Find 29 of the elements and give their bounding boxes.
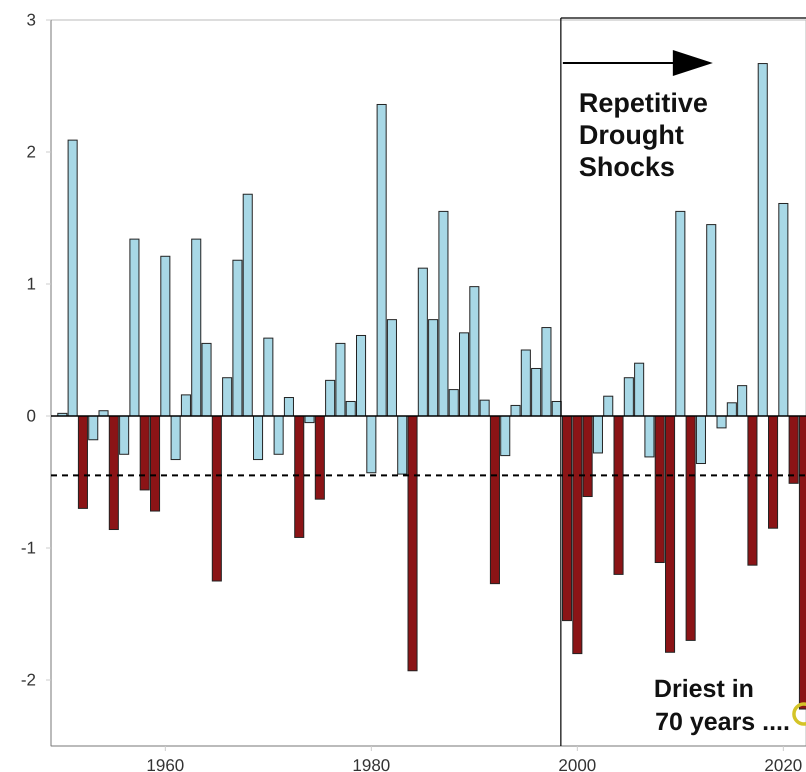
bar	[129, 238, 140, 416]
annotation: Driest in 70 years ....	[654, 675, 790, 736]
y-tick-label: 0	[26, 406, 36, 426]
x-tick-label: 1980	[352, 756, 390, 772]
x-tick-label: 2020	[764, 756, 802, 772]
bar	[274, 416, 284, 455]
bar	[160, 256, 170, 416]
bar	[170, 416, 181, 460]
bar	[706, 224, 716, 416]
bar	[614, 416, 624, 575]
x-tick-label: 2000	[558, 756, 596, 772]
x-tick-label: 1960	[146, 756, 184, 772]
y-tick-label: 3	[26, 10, 36, 30]
ref-line-label: Repetitive Drought Shocks	[578, 88, 708, 182]
y-tick-label: -1	[20, 538, 36, 558]
y-tick-label: 2	[26, 142, 36, 162]
bar	[263, 338, 274, 416]
bar	[758, 63, 768, 416]
bar	[675, 210, 686, 416]
bar	[253, 416, 264, 460]
bar	[778, 202, 788, 416]
bar	[747, 416, 758, 566]
bar	[768, 416, 778, 529]
bar	[212, 416, 222, 582]
bar	[366, 416, 376, 474]
bar	[284, 397, 294, 416]
y-tick-label: 1	[26, 274, 36, 294]
bar	[603, 396, 614, 416]
y-tick-label: -2	[20, 670, 36, 690]
